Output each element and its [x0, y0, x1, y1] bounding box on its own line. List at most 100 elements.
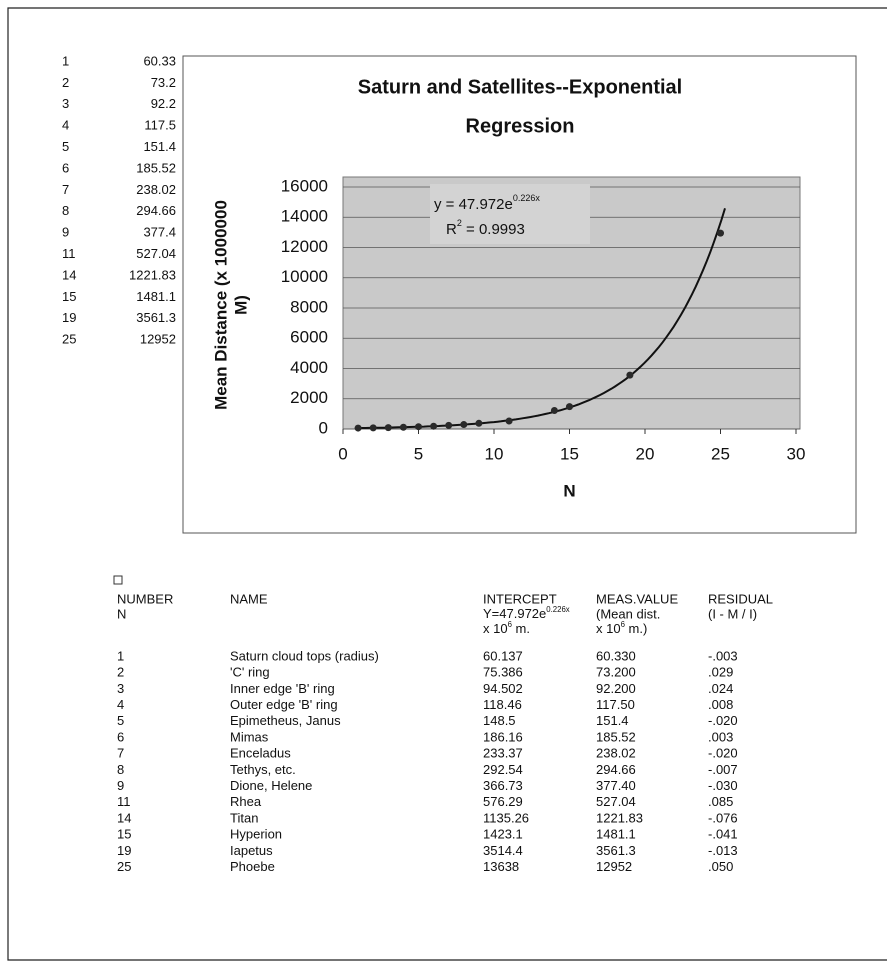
x-tick-label: 25	[711, 444, 730, 463]
table-cell: 3514.4	[483, 843, 523, 858]
table-cell: 11	[117, 794, 131, 809]
chart-title: Saturn and Satellites--Exponential	[358, 76, 683, 98]
side-n: 1	[62, 53, 69, 68]
table-cell: -.007	[708, 762, 738, 777]
side-n: 4	[62, 118, 69, 133]
table-cell: -.076	[708, 810, 738, 825]
side-value: 527.04	[136, 246, 176, 261]
side-value: 60.33	[143, 53, 176, 68]
table-cell: .003	[708, 729, 733, 744]
table-cell: 'C' ring	[230, 665, 270, 680]
r-squared: R2 = 0.9993	[446, 218, 525, 238]
y-tick-label: 8000	[290, 297, 328, 316]
table-header-sup: 6	[508, 620, 512, 629]
table-cell: Dione, Helene	[230, 778, 312, 793]
side-value: 3561.3	[136, 310, 176, 325]
side-n: 5	[62, 139, 69, 154]
table-cell: 186.16	[483, 729, 523, 744]
data-point	[460, 421, 468, 429]
table-cell: Phoebe	[230, 859, 275, 874]
table-cell: 1221.83	[596, 810, 643, 825]
table-header-sup: 6	[621, 620, 625, 629]
data-point	[566, 403, 573, 411]
x-tick-label: 15	[560, 444, 579, 463]
side-value: 73.2	[151, 75, 176, 90]
table-cell: -.013	[708, 843, 738, 858]
table-cell: .029	[708, 665, 733, 680]
table-header: (I - M / I)	[708, 606, 757, 621]
table-header-base: x 10	[596, 621, 621, 636]
table-cell: 185.52	[596, 729, 636, 744]
data-point	[415, 423, 422, 431]
chart-title: Regression	[466, 115, 575, 137]
table-cell: Rhea	[230, 794, 262, 809]
table-cell: 1	[117, 648, 124, 663]
data-point	[505, 417, 513, 425]
side-value: 12952	[140, 332, 176, 347]
data-point	[475, 419, 483, 427]
side-value: 92.2	[151, 96, 176, 111]
side-value: 377.4	[143, 225, 176, 240]
side-n: 2	[62, 75, 69, 90]
table-cell: 92.200	[596, 681, 636, 696]
table-cell: Iapetus	[230, 843, 273, 858]
table-cell: -.020	[708, 713, 738, 728]
table-cell: 5	[117, 713, 124, 728]
table-header: INTERCEPT	[483, 591, 557, 606]
x-tick-label: 30	[787, 444, 806, 463]
table-cell: .050	[708, 859, 733, 874]
table-cell: 1135.26	[483, 810, 529, 825]
side-value: 1221.83	[129, 267, 176, 282]
side-n: 15	[62, 289, 76, 304]
table-cell: -.020	[708, 746, 738, 761]
side-n: 11	[62, 246, 76, 261]
equation-box	[430, 184, 590, 244]
table-cell: Tethys, etc.	[230, 762, 296, 777]
x-tick-label: 0	[338, 444, 347, 463]
table-cell: .008	[708, 697, 733, 712]
table-header-sup: 0.226x	[546, 605, 570, 614]
table-cell: -.003	[708, 648, 738, 663]
y-tick-label: 10000	[281, 267, 328, 286]
table-cell: -.041	[708, 827, 738, 842]
table-cell: 60.330	[596, 648, 636, 663]
side-n: 19	[62, 310, 76, 325]
table-cell: Epimetheus, Janus	[230, 713, 341, 728]
table-cell: 576.29	[483, 794, 523, 809]
data-point	[369, 424, 377, 432]
table-cell: 25	[117, 859, 131, 874]
y-tick-label: 4000	[290, 358, 328, 377]
table-cell: 148.5	[483, 713, 516, 728]
table-cell: 7	[117, 746, 124, 761]
x-tick-label: 5	[414, 444, 423, 463]
table-cell: 14	[117, 810, 131, 825]
table-header: NAME	[230, 591, 268, 606]
data-point	[717, 229, 724, 237]
y-tick-label: 0	[319, 418, 328, 437]
r-squared-sup: 2	[457, 218, 462, 228]
table-cell: 94.502	[483, 681, 523, 696]
table-cell: 377.40	[596, 778, 636, 793]
table-header: x 106 m.)	[596, 620, 647, 637]
data-point	[354, 424, 362, 432]
page-frame	[7, 7, 887, 961]
table-cell: 12952	[596, 859, 632, 874]
table-cell: 527.04	[596, 794, 636, 809]
table-cell: 9	[117, 778, 124, 793]
table-cell: 2	[117, 665, 124, 680]
table-cell: 73.200	[596, 665, 636, 680]
side-n: 3	[62, 96, 69, 111]
y-axis-label: Mean Distance (x 1000000	[211, 200, 230, 410]
table-cell: 8	[117, 762, 124, 777]
table-header: (Mean dist.	[596, 606, 660, 621]
side-value: 294.66	[136, 203, 176, 218]
data-point	[384, 424, 392, 432]
table-cell: 15	[117, 827, 131, 842]
side-n: 25	[62, 332, 76, 347]
table-cell: Saturn cloud tops (radius)	[230, 648, 379, 663]
equation: y = 47.972e0.226x	[434, 193, 540, 213]
table-cell: 1423.1	[483, 827, 523, 842]
table-header: Y=47.972e0.226x	[483, 605, 570, 622]
y-tick-label: 12000	[281, 237, 328, 256]
